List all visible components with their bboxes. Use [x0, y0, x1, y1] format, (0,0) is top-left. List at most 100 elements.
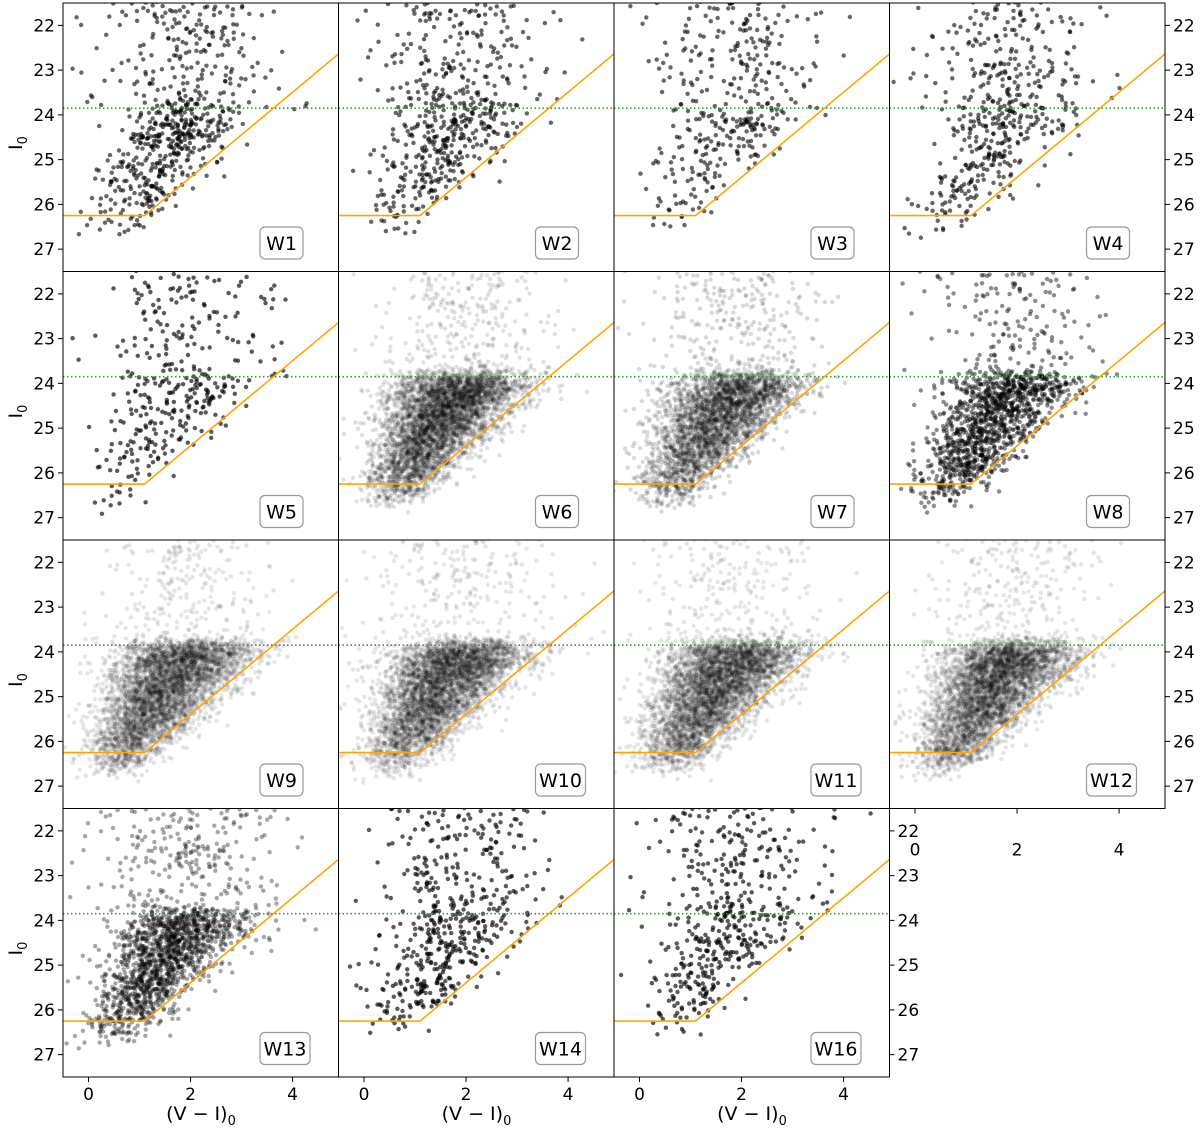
data-point	[479, 443, 483, 447]
data-point	[812, 61, 816, 65]
data-point	[691, 170, 695, 174]
data-point	[998, 182, 1002, 186]
data-point	[478, 102, 482, 106]
data-point	[450, 150, 454, 154]
data-point	[706, 136, 710, 140]
data-point	[200, 134, 204, 138]
data-point	[968, 204, 972, 208]
data-point	[457, 460, 461, 464]
data-point	[440, 171, 444, 175]
data-point	[135, 218, 139, 222]
data-point	[493, 92, 497, 96]
data-point	[142, 94, 146, 98]
data-point	[754, 83, 758, 87]
data-point	[443, 39, 447, 43]
data-point	[1016, 3, 1020, 7]
data-point	[206, 139, 210, 143]
data-point	[563, 278, 567, 282]
data-point	[475, 313, 479, 317]
data-point	[765, 102, 769, 106]
data-point	[730, 57, 734, 61]
data-point	[126, 228, 130, 232]
data-point	[271, 297, 275, 301]
data-point	[991, 131, 995, 135]
data-point	[981, 83, 985, 87]
data-point	[426, 283, 430, 287]
data-point	[436, 309, 440, 313]
data-point	[391, 204, 395, 208]
data-point	[674, 202, 678, 206]
data-point	[1014, 49, 1018, 53]
data-point	[489, 115, 493, 119]
data-point	[138, 393, 142, 397]
data-point	[156, 145, 160, 149]
data-point	[504, 343, 508, 347]
data-point	[271, 344, 275, 348]
data-point	[963, 192, 967, 196]
data-point	[130, 452, 134, 456]
data-point	[529, 404, 533, 408]
data-point	[681, 48, 685, 52]
data-point	[128, 439, 132, 443]
data-point	[454, 91, 458, 95]
data-point	[202, 97, 206, 101]
data-point	[416, 347, 420, 351]
data-point	[156, 456, 160, 460]
data-point	[174, 300, 178, 304]
data-point	[189, 135, 193, 139]
data-point	[109, 179, 113, 183]
data-point	[497, 102, 501, 106]
data-point	[440, 88, 444, 92]
data-point	[688, 128, 692, 132]
data-point	[392, 200, 396, 204]
data-point	[177, 21, 181, 25]
data-point	[710, 48, 714, 52]
data-point	[1036, 183, 1040, 187]
data-point	[90, 95, 94, 99]
data-point	[94, 46, 98, 50]
data-point	[685, 92, 689, 96]
data-point	[216, 129, 220, 133]
data-point	[930, 201, 934, 205]
data-point	[777, 42, 781, 46]
data-point	[161, 190, 165, 194]
data-point	[680, 157, 684, 161]
data-point	[1009, 172, 1013, 176]
data-point	[499, 362, 503, 366]
data-point	[1031, 64, 1035, 68]
data-point	[998, 47, 1002, 51]
data-point	[449, 332, 453, 336]
data-point	[154, 181, 158, 185]
data-point	[967, 135, 971, 139]
data-point	[450, 286, 454, 290]
data-point	[200, 346, 204, 350]
data-point	[96, 465, 100, 469]
data-point	[198, 93, 202, 97]
data-point	[241, 32, 245, 36]
data-point	[216, 323, 220, 327]
data-point	[667, 207, 671, 211]
data-point	[236, 340, 240, 344]
data-point	[527, 291, 531, 295]
data-point	[1022, 137, 1026, 141]
data-point	[754, 133, 758, 137]
data-point	[103, 209, 107, 213]
data-point	[770, 96, 774, 100]
data-point	[205, 25, 209, 29]
data-point	[239, 76, 243, 80]
data-point	[110, 171, 114, 175]
data-point	[423, 145, 427, 149]
data-point	[553, 323, 557, 327]
data-point	[499, 437, 503, 441]
data-point	[930, 191, 934, 195]
data-point	[160, 4, 164, 8]
data-point	[259, 295, 263, 299]
data-point	[217, 278, 221, 282]
data-point	[446, 136, 450, 140]
data-point	[404, 221, 408, 225]
data-point	[504, 123, 508, 127]
data-point	[738, 123, 742, 127]
data-point	[118, 23, 122, 27]
panel-label: W3	[817, 233, 848, 255]
